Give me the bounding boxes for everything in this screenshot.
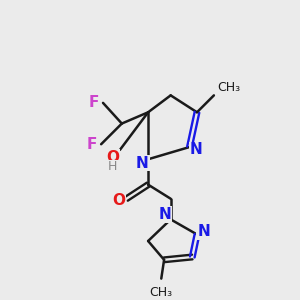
Text: CH₃: CH₃ bbox=[150, 286, 173, 299]
Text: N: N bbox=[159, 207, 171, 222]
Text: N: N bbox=[197, 224, 210, 239]
Text: O: O bbox=[112, 193, 125, 208]
Text: CH₃: CH₃ bbox=[218, 81, 241, 94]
Text: F: F bbox=[87, 137, 98, 152]
Text: H: H bbox=[108, 160, 117, 173]
Text: N: N bbox=[136, 155, 149, 170]
Text: N: N bbox=[190, 142, 202, 158]
Text: O: O bbox=[106, 150, 119, 165]
Text: F: F bbox=[89, 95, 99, 110]
